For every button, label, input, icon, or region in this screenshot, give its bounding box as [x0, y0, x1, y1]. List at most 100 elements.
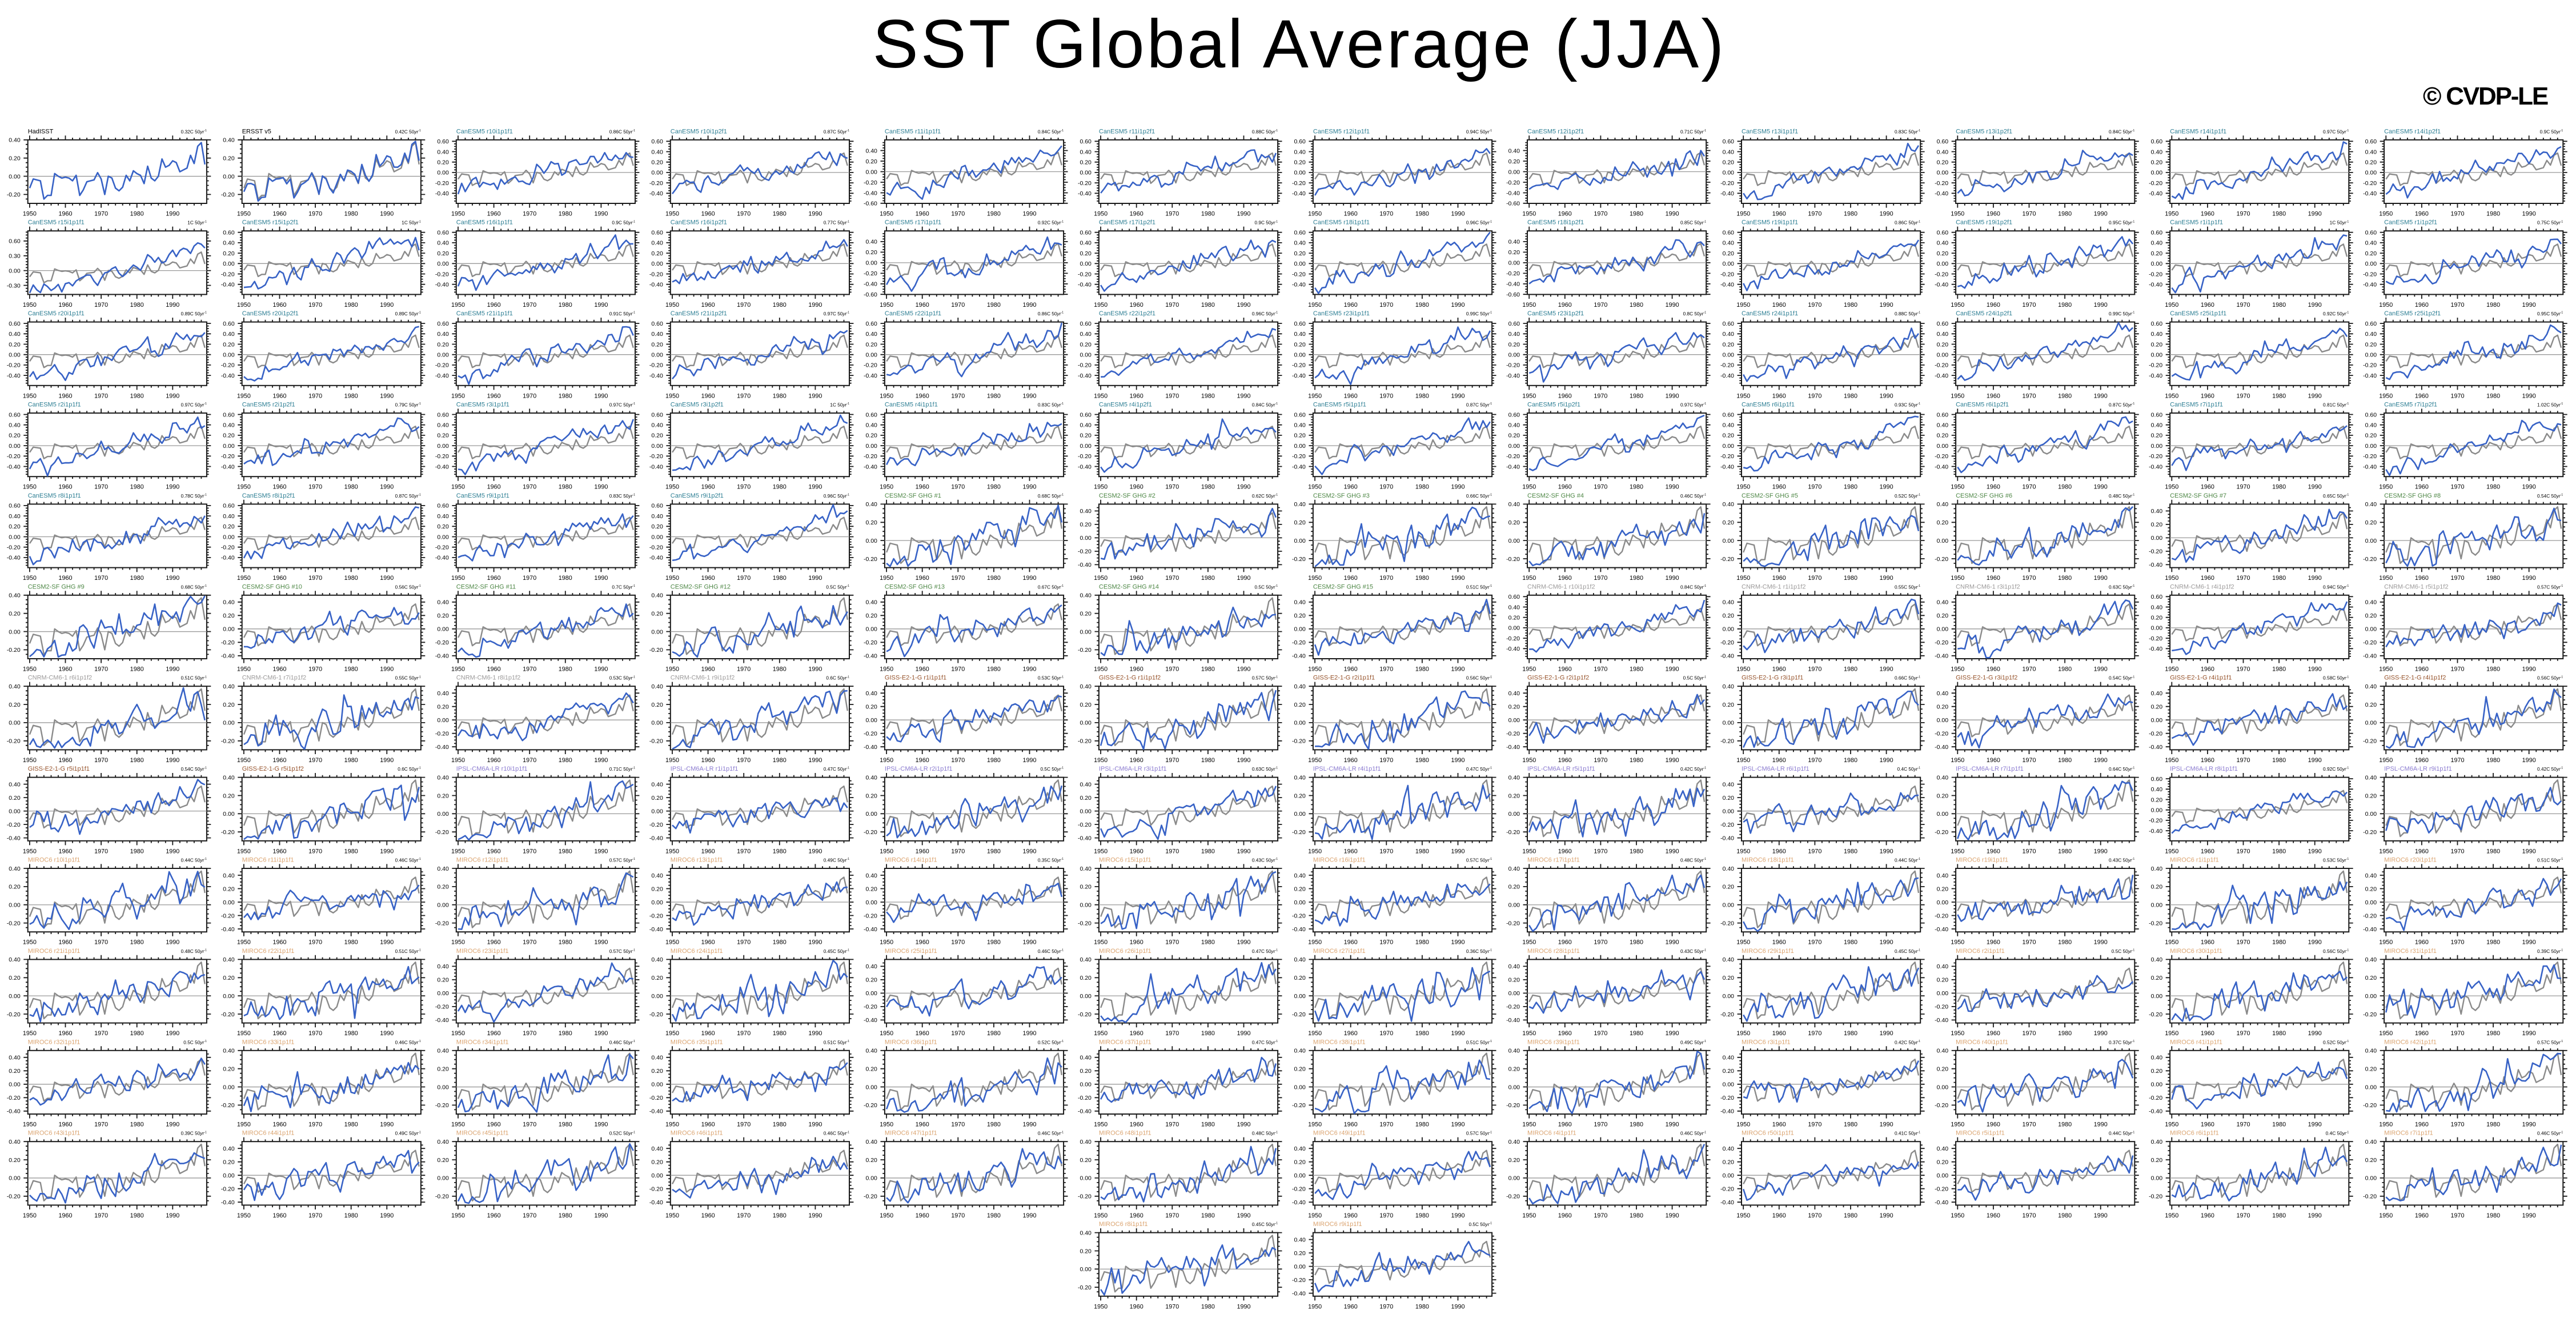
svg-text:CESM2-SF GHG #14: CESM2-SF GHG #14: [1099, 583, 1159, 590]
svg-text:CanESM5 r5i1p1f1: CanESM5 r5i1p1f1: [1313, 402, 1366, 408]
svg-text:MIROC6 r40i1p1f1: MIROC6 r40i1p1f1: [1956, 1039, 2008, 1045]
svg-text:MIROC6 r5i1p1f1: MIROC6 r5i1p1f1: [1956, 1130, 2005, 1137]
svg-text:0.4C 50yr-1: 0.4C 50yr-1: [2326, 1131, 2349, 1136]
svg-text:0.5C 50yr-1: 0.5C 50yr-1: [2112, 948, 2135, 954]
svg-text:0.51C 50yr-1: 0.51C 50yr-1: [2537, 858, 2563, 863]
svg-text:MIROC6 r35i1p1f1: MIROC6 r35i1p1f1: [671, 1039, 723, 1045]
svg-text:0.39C 50yr-1: 0.39C 50yr-1: [2537, 948, 2563, 954]
svg-text:CanESM5 r17i1p2f1: CanESM5 r17i1p2f1: [1099, 219, 1155, 226]
svg-text:0.46C 50yr-1: 0.46C 50yr-1: [609, 1039, 635, 1045]
svg-text:0.54C 50yr-1: 0.54C 50yr-1: [181, 766, 207, 772]
svg-text:0.41C 50yr-1: 0.41C 50yr-1: [1895, 1131, 1920, 1136]
svg-text:CESM2-SF GHG #7: CESM2-SF GHG #7: [2170, 492, 2226, 499]
svg-text:0.96C 50yr-1: 0.96C 50yr-1: [1252, 311, 1278, 317]
svg-text:IPSL-CM6A-LR r1i1p1f1: IPSL-CM6A-LR r1i1p1f1: [671, 766, 739, 772]
svg-text:0.48C 50yr-1: 0.48C 50yr-1: [2109, 493, 2134, 499]
svg-text:IPSL-CM6A-LR r7i1p1f1: IPSL-CM6A-LR r7i1p1f1: [1956, 766, 2024, 772]
svg-text:HadISST: HadISST: [28, 128, 54, 135]
svg-text:0.63C 50yr-1: 0.63C 50yr-1: [1252, 766, 1278, 772]
svg-text:0.71C 50yr-1: 0.71C 50yr-1: [609, 766, 635, 772]
svg-text:CanESM5 r3i1p2f1: CanESM5 r3i1p2f1: [671, 402, 724, 408]
svg-text:0.83C 50yr-1: 0.83C 50yr-1: [1895, 129, 1920, 134]
svg-text:0.94C 50yr-1: 0.94C 50yr-1: [2323, 584, 2349, 590]
svg-text:CNRM-CM6-1 r9i1p1f2: CNRM-CM6-1 r9i1p1f2: [671, 675, 735, 682]
svg-text:CanESM5 r22i1p1f1: CanESM5 r22i1p1f1: [885, 310, 941, 317]
svg-text:0.66C 50yr-1: 0.66C 50yr-1: [1466, 493, 1492, 499]
svg-text:CanESM5 r16i1p1f1: CanESM5 r16i1p1f1: [456, 219, 513, 226]
svg-text:CanESM5 r21i1p1f1: CanESM5 r21i1p1f1: [456, 310, 513, 317]
svg-text:0.42C 50yr-1: 0.42C 50yr-1: [1680, 766, 1706, 772]
svg-text:0.92C 50yr-1: 0.92C 50yr-1: [2323, 311, 2349, 317]
svg-text:0.68C 50yr-1: 0.68C 50yr-1: [181, 584, 207, 590]
svg-text:CanESM5 r24i1p2f1: CanESM5 r24i1p2f1: [1956, 310, 2012, 317]
svg-text:MIROC6 r2i1p1f1: MIROC6 r2i1p1f1: [1956, 948, 2005, 955]
svg-text:0.47C 50yr-1: 0.47C 50yr-1: [824, 766, 849, 772]
svg-text:MIROC6 r11i1p1f1: MIROC6 r11i1p1f1: [242, 857, 294, 864]
svg-text:CanESM5 r9i1p1f1: CanESM5 r9i1p1f1: [456, 492, 509, 499]
svg-text:CanESM5 r12i1p2f1: CanESM5 r12i1p2f1: [1527, 128, 1584, 135]
svg-text:MIROC6 r48i1p1f1: MIROC6 r48i1p1f1: [1099, 1130, 1151, 1137]
svg-text:0.5C 50yr-1: 0.5C 50yr-1: [1683, 675, 1707, 681]
svg-text:0.84C 50yr-1: 0.84C 50yr-1: [1680, 584, 1706, 590]
svg-text:MIROC6 r41i1p1f1: MIROC6 r41i1p1f1: [2170, 1039, 2222, 1045]
svg-text:GISS-E2-1-G r3i1p1f1: GISS-E2-1-G r3i1p1f1: [1742, 675, 1803, 682]
svg-text:CESM2-SF GHG #2: CESM2-SF GHG #2: [1099, 492, 1155, 499]
svg-text:0.84C 50yr-1: 0.84C 50yr-1: [1252, 402, 1278, 408]
svg-text:0.47C 50yr-1: 0.47C 50yr-1: [1252, 948, 1278, 954]
svg-text:0.52C 50yr-1: 0.52C 50yr-1: [609, 1131, 635, 1136]
svg-text:MIROC6 r8i1p1f1: MIROC6 r8i1p1f1: [1099, 1221, 1148, 1228]
svg-text:0.94C 50yr-1: 0.94C 50yr-1: [1466, 129, 1492, 134]
svg-text:0.52C 50yr-1: 0.52C 50yr-1: [2323, 1039, 2349, 1045]
svg-text:MIROC6 r33i1p1f1: MIROC6 r33i1p1f1: [242, 1039, 295, 1045]
svg-text:0.53C 50yr-1: 0.53C 50yr-1: [2323, 858, 2349, 863]
svg-text:CanESM5 r12i1p1f1: CanESM5 r12i1p1f1: [1313, 128, 1370, 135]
svg-text:0.89C 50yr-1: 0.89C 50yr-1: [395, 311, 421, 317]
svg-text:CanESM5 r14i1p2f1: CanESM5 r14i1p2f1: [2384, 128, 2441, 135]
svg-text:0.53C 50yr-1: 0.53C 50yr-1: [1038, 675, 1064, 681]
svg-text:0.46C 50yr-1: 0.46C 50yr-1: [395, 858, 421, 863]
svg-text:IPSL-CM6A-LR r3i1p1f1: IPSL-CM6A-LR r3i1p1f1: [1099, 766, 1167, 772]
svg-text:0.48C 50yr-1: 0.48C 50yr-1: [181, 948, 207, 954]
svg-text:0.53C 50yr-1: 0.53C 50yr-1: [609, 675, 635, 681]
svg-text:0.81C 50yr-1: 0.81C 50yr-1: [2323, 402, 2349, 408]
svg-text:0.42C 50yr-1: 0.42C 50yr-1: [395, 129, 421, 134]
svg-text:0.58C 50yr-1: 0.58C 50yr-1: [2323, 675, 2349, 681]
svg-text:0.68C 50yr-1: 0.68C 50yr-1: [1038, 493, 1064, 499]
svg-text:MIROC6 r39i1p1f1: MIROC6 r39i1p1f1: [1527, 1039, 1580, 1045]
svg-text:MIROC6 r10i1p1f1: MIROC6 r10i1p1f1: [28, 857, 81, 864]
svg-text:0.45C 50yr-1: 0.45C 50yr-1: [824, 948, 849, 954]
svg-text:0.32C 50yr-1: 0.32C 50yr-1: [181, 129, 207, 134]
svg-text:MIROC6 r4i1p1f1: MIROC6 r4i1p1f1: [1527, 1130, 1576, 1137]
svg-text:0.43C 50yr-1: 0.43C 50yr-1: [1252, 858, 1278, 863]
svg-text:CanESM5 r10i1p1f1: CanESM5 r10i1p1f1: [456, 128, 513, 135]
svg-text:0.46C 50yr-1: 0.46C 50yr-1: [1680, 493, 1706, 499]
svg-text:MIROC6 r26i1p1f1: MIROC6 r26i1p1f1: [1099, 948, 1151, 955]
svg-text:0.88C 50yr-1: 0.88C 50yr-1: [1895, 311, 1920, 317]
svg-text:0.56C 50yr-1: 0.56C 50yr-1: [395, 584, 421, 590]
svg-text:0.47C 50yr-1: 0.47C 50yr-1: [1466, 766, 1492, 772]
svg-text:CanESM5 r2i1p2f1: CanESM5 r2i1p2f1: [242, 402, 295, 408]
svg-text:0.9C 50yr-1: 0.9C 50yr-1: [1254, 220, 1278, 226]
svg-text:0.57C 50yr-1: 0.57C 50yr-1: [609, 948, 635, 954]
svg-text:CanESM5 r6i1p2f1: CanESM5 r6i1p2f1: [1956, 402, 2009, 408]
svg-text:CESM2-SF GHG #12: CESM2-SF GHG #12: [671, 583, 731, 590]
svg-text:0.46C 50yr-1: 0.46C 50yr-1: [1038, 948, 1064, 954]
svg-text:0.87C 50yr-1: 0.87C 50yr-1: [824, 129, 849, 134]
svg-text:CanESM5 r4i1p1f1: CanESM5 r4i1p1f1: [885, 402, 938, 408]
svg-text:CanESM5 r7i1p2f1: CanESM5 r7i1p2f1: [2384, 402, 2437, 408]
svg-text:0.99C 50yr-1: 0.99C 50yr-1: [1466, 311, 1492, 317]
svg-text:CESM2-SF GHG #9: CESM2-SF GHG #9: [28, 583, 85, 590]
svg-text:0.46C 50yr-1: 0.46C 50yr-1: [1680, 1131, 1706, 1136]
svg-text:CanESM5 r4i1p2f1: CanESM5 r4i1p2f1: [1099, 402, 1152, 408]
svg-text:MIROC6 r43i1p1f1: MIROC6 r43i1p1f1: [28, 1130, 81, 1137]
svg-text:MIROC6 r49i1p1f1: MIROC6 r49i1p1f1: [1313, 1130, 1366, 1137]
svg-text:0.71C 50yr-1: 0.71C 50yr-1: [1680, 129, 1706, 134]
svg-text:0.97C 50yr-1: 0.97C 50yr-1: [2323, 129, 2349, 134]
svg-text:MIROC6 r30i1p1f1: MIROC6 r30i1p1f1: [2170, 948, 2222, 955]
svg-text:0.54C 50yr-1: 0.54C 50yr-1: [2109, 675, 2134, 681]
svg-text:MIROC6 r16i1p1f1: MIROC6 r16i1p1f1: [1313, 857, 1366, 864]
svg-text:0.87C 50yr-1: 0.87C 50yr-1: [395, 493, 421, 499]
svg-text:0.87C 50yr-1: 0.87C 50yr-1: [1466, 402, 1492, 408]
svg-text:MIROC6 r47i1p1f1: MIROC6 r47i1p1f1: [885, 1130, 937, 1137]
svg-text:CanESM5 r11i1p1f1: CanESM5 r11i1p1f1: [885, 128, 941, 135]
